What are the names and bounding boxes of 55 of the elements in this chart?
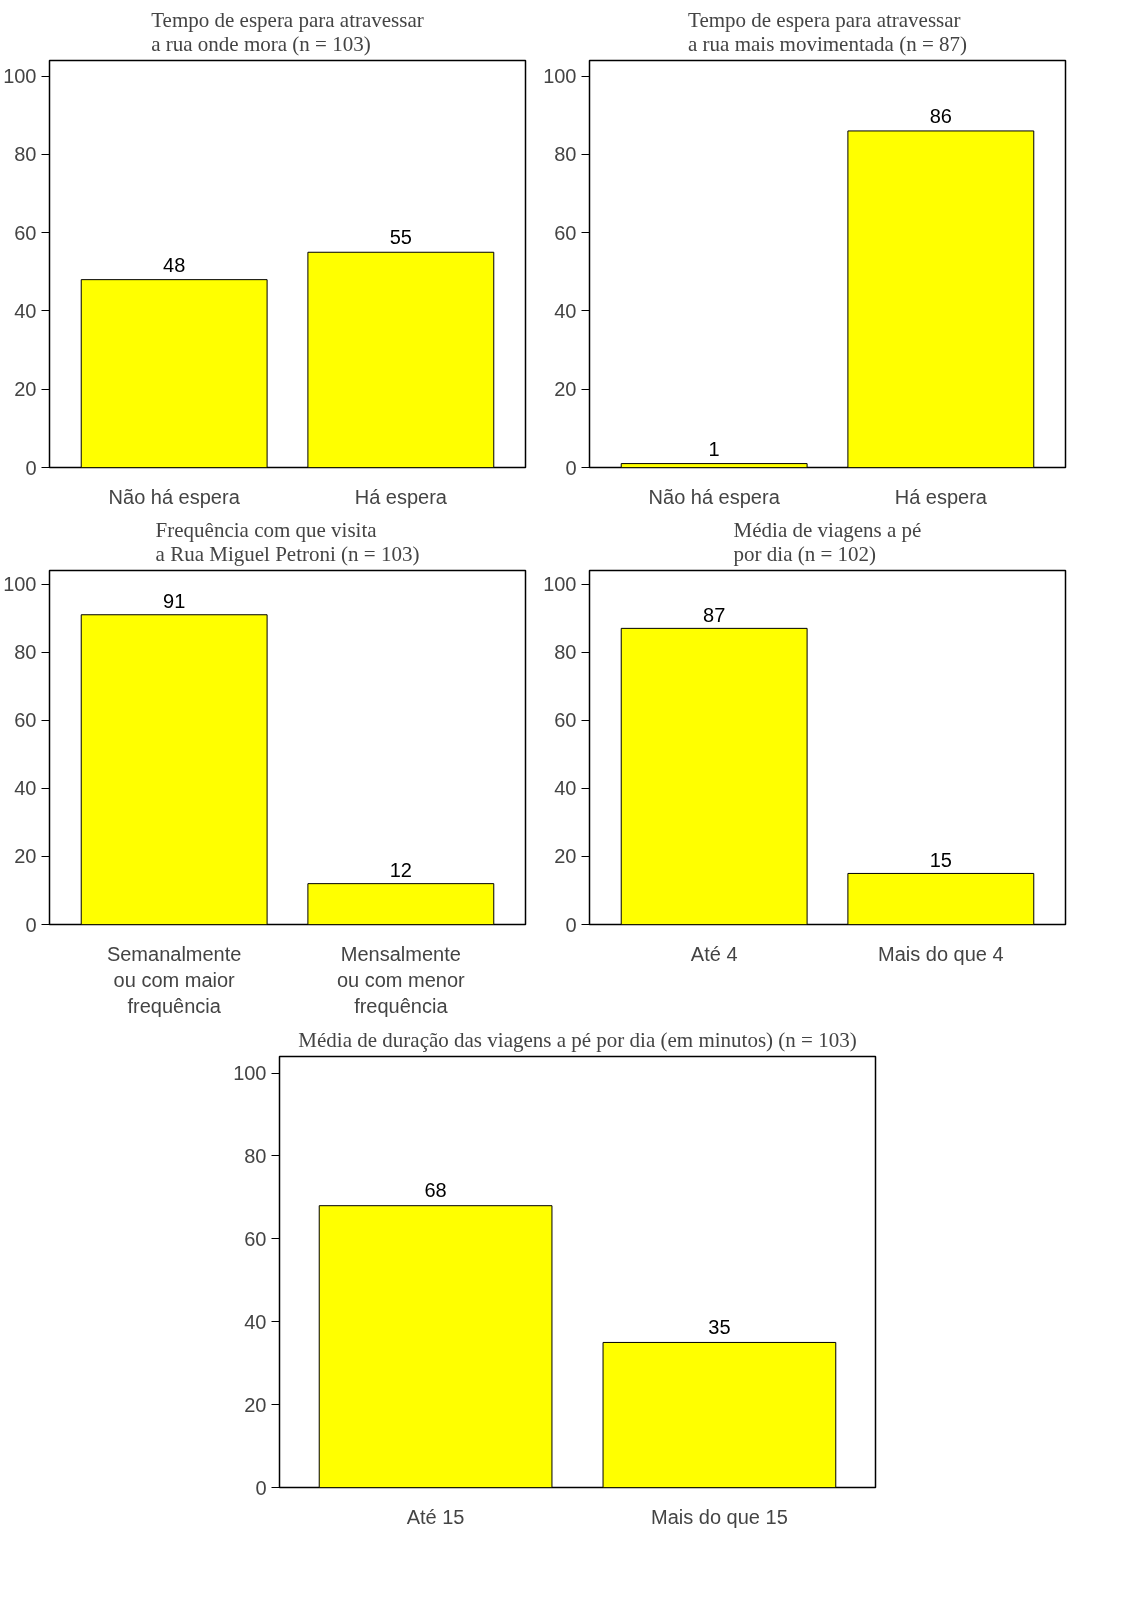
y-tick-label: 80 bbox=[554, 641, 577, 664]
y-tick-label: 0 bbox=[25, 456, 37, 479]
x-tick-label: Há espera bbox=[354, 485, 448, 508]
chart-title: Tempo de espera para atravessar a rua mais movimentada (n = 87) bbox=[688, 7, 967, 56]
data-label: 87 bbox=[703, 603, 726, 626]
y-tick-label: 60 bbox=[554, 221, 577, 244]
y-tick-label: 40 bbox=[244, 1310, 267, 1333]
y-tick-label: 60 bbox=[244, 1227, 267, 1250]
x-tick-label: Mais do que 15 bbox=[651, 1505, 788, 1528]
x-tick-label: Mensalmente ou com menor frequência bbox=[336, 942, 466, 1018]
x-tick-label: Não há espera bbox=[108, 485, 241, 508]
y-tick-label: 100 bbox=[233, 1062, 267, 1085]
y-tick-label: 80 bbox=[244, 1144, 267, 1167]
y-tick-label: 0 bbox=[25, 913, 37, 936]
y-tick-label: 100 bbox=[543, 65, 577, 88]
y-tick-label: 60 bbox=[554, 709, 577, 732]
y-tick-label: 100 bbox=[543, 573, 577, 596]
y-tick-label: 40 bbox=[14, 777, 37, 800]
y-tick-label: 20 bbox=[554, 378, 577, 401]
x-tick-label: Semanalmente ou com maior frequência bbox=[106, 942, 242, 1018]
y-tick-label: 0 bbox=[255, 1476, 267, 1499]
y-tick-label: 20 bbox=[14, 378, 37, 401]
y-tick-label: 80 bbox=[14, 143, 37, 166]
y-tick-label: 80 bbox=[554, 143, 577, 166]
y-tick-label: 0 bbox=[565, 456, 577, 479]
y-tick-label: 20 bbox=[554, 845, 577, 868]
data-label: 48 bbox=[163, 253, 186, 276]
data-label: 1 bbox=[708, 437, 720, 460]
y-tick-label: 60 bbox=[14, 709, 37, 732]
chart-title: Frequência com que visita a Rua Miguel Petroni (n = 103) bbox=[155, 517, 420, 566]
chart-title: Média de viagens a pé por dia (n = 102) bbox=[733, 517, 922, 566]
data-label: 86 bbox=[929, 105, 952, 128]
x-tick-label: Até 4 bbox=[690, 942, 738, 965]
y-tick-label: 80 bbox=[14, 641, 37, 664]
y-tick-label: 20 bbox=[244, 1393, 267, 1416]
y-tick-label: 60 bbox=[14, 221, 37, 244]
x-tick-label: Mais do que 4 bbox=[878, 942, 1004, 965]
data-label: 15 bbox=[929, 848, 952, 871]
y-tick-label: 20 bbox=[14, 845, 37, 868]
x-tick-label: Não há espera bbox=[648, 485, 781, 508]
y-tick-label: 40 bbox=[554, 777, 577, 800]
y-tick-label: 40 bbox=[554, 299, 577, 322]
chart-title: Média de duração das viagens a pé por dia (em minutos) (n = 103) bbox=[298, 1027, 857, 1052]
data-label: 68 bbox=[424, 1179, 447, 1202]
y-tick-label: 40 bbox=[14, 299, 37, 322]
data-label: 12 bbox=[389, 858, 412, 881]
data-label: 35 bbox=[708, 1316, 731, 1339]
data-label: 91 bbox=[163, 589, 186, 612]
y-tick-label: 100 bbox=[3, 573, 37, 596]
x-tick-label: Até 15 bbox=[406, 1505, 465, 1528]
x-tick-label: Há espera bbox=[894, 485, 988, 508]
y-tick-label: 100 bbox=[3, 65, 37, 88]
data-label: 55 bbox=[389, 226, 412, 249]
y-tick-label: 0 bbox=[565, 913, 577, 936]
chart-title: Tempo de espera para atravessar a rua onde mora (n = 103) bbox=[151, 7, 424, 56]
